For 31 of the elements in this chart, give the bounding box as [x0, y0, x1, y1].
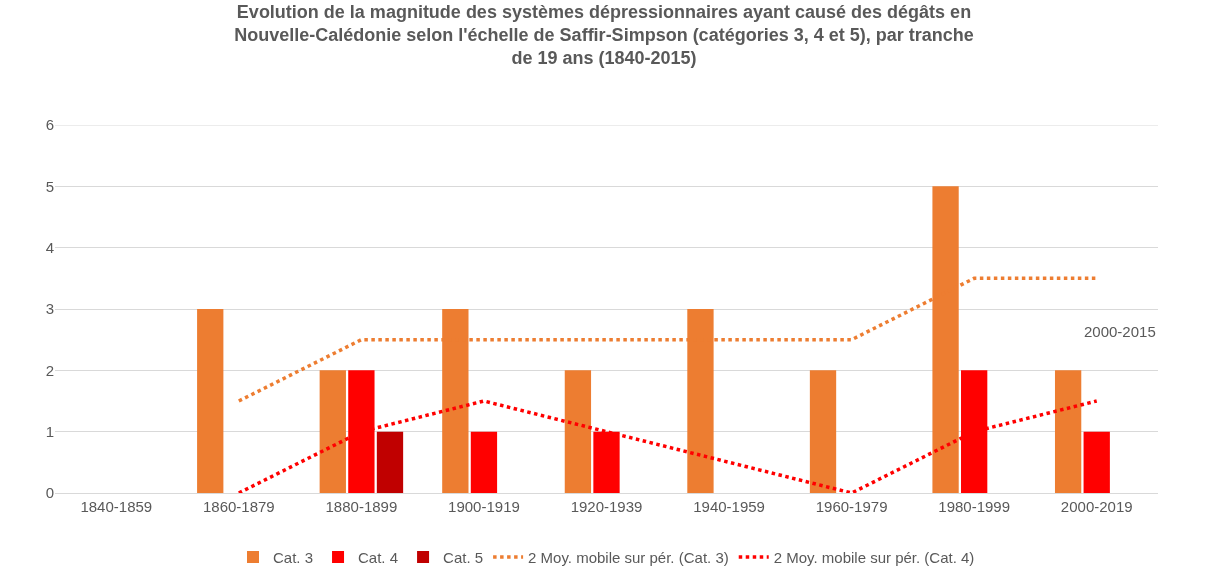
y-tick-label: 2 — [45, 361, 54, 379]
legend-label: 2 Moy. mobile sur pér. (Cat. 4) — [773, 548, 975, 566]
y-tick-label: 3 — [45, 300, 54, 318]
bar — [470, 431, 498, 493]
x-tick-label: 1840-1859 — [80, 498, 153, 515]
legend-label: Cat. 3 — [273, 548, 314, 566]
y-tick-label: 4 — [45, 238, 54, 256]
bar — [376, 431, 404, 493]
bar — [319, 370, 346, 493]
y-tick-label: 0 — [45, 484, 54, 502]
y-tick-label: 5 — [45, 177, 54, 195]
x-tick-label: 1920-1939 — [570, 498, 643, 515]
x-tick-label: 1980-1999 — [938, 498, 1011, 515]
x-tick-label: 2000-2019 — [1060, 498, 1133, 515]
legend-label: Cat. 5 — [443, 548, 484, 566]
x-tick-label: 1900-1919 — [448, 498, 520, 515]
x-tick-label: 1960-1979 — [815, 498, 888, 515]
bar — [1054, 370, 1082, 493]
bar — [564, 370, 592, 493]
bar — [809, 370, 837, 493]
x-tick-label: 1940-1959 — [693, 498, 765, 515]
legend-label: 2 Moy. mobile sur pér. (Cat. 3) — [528, 548, 729, 566]
legend-label: Cat. 4 — [358, 548, 399, 566]
y-tick-label: 6 — [45, 116, 54, 134]
x-tick-label: 1880-1899 — [325, 498, 398, 515]
y-tick-label: 1 — [45, 422, 54, 440]
chart-title: Evolution de la magnitude des systèmes dépressionnaires ayant causé des dégâts en Nouvelle-Calédonie selon l'échelle de Saffir-Simpson (catégories 3, 4 et 5), par tranche de 19 ans (1840-2015) — [234, 1, 974, 69]
bar — [1083, 431, 1110, 493]
x-tick-label: 1860-1879 — [202, 498, 275, 515]
annotation: 2000-2015 — [1084, 323, 1156, 340]
bar — [197, 309, 224, 493]
